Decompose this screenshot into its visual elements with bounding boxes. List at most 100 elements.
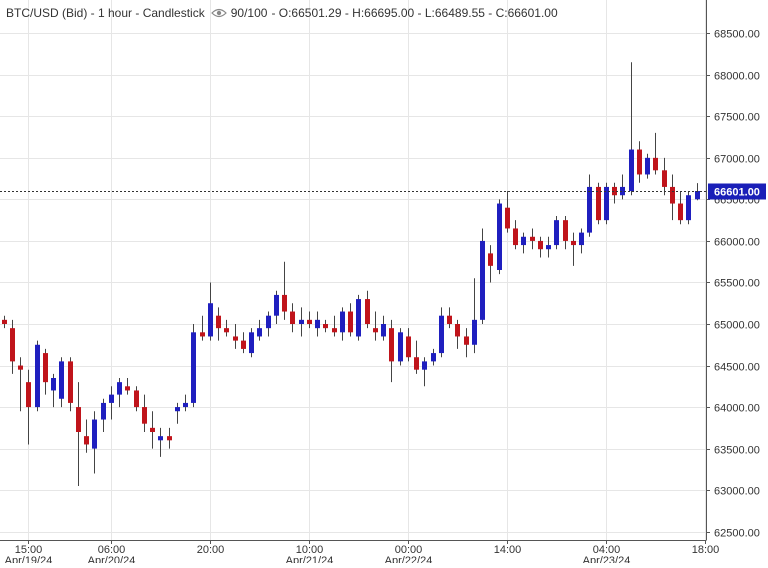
candle — [26, 369, 31, 445]
candle-body — [670, 186, 675, 204]
candle — [290, 303, 295, 333]
candle-body — [315, 319, 320, 329]
candle-body — [546, 245, 551, 250]
candle — [266, 311, 271, 337]
candle — [604, 182, 609, 225]
y-tick-label: 64500.00 — [714, 362, 760, 374]
candle — [521, 232, 526, 254]
x-tick-label: 20:00 — [197, 544, 225, 556]
candle-body — [554, 220, 559, 246]
y-tick-label: 65500.00 — [714, 278, 760, 290]
candle — [637, 141, 642, 183]
grid-lines — [0, 0, 706, 540]
candle-body — [373, 328, 378, 333]
candle — [546, 236, 551, 258]
candle — [282, 261, 287, 320]
candle-body — [431, 353, 436, 362]
candle-body — [290, 311, 295, 324]
candle — [241, 332, 246, 354]
candle — [101, 398, 106, 432]
candle-body — [538, 240, 543, 250]
candle — [505, 191, 510, 233]
candle — [365, 290, 370, 329]
candle — [92, 411, 97, 474]
candle — [315, 311, 320, 337]
y-tick-label: 64000.00 — [714, 403, 760, 415]
x-tick-label: 15:00 — [15, 544, 43, 556]
ohlc-values: - O:66501.29 - H:66695.00 - L:66489.55 -… — [271, 6, 558, 20]
visibility-value[interactable]: 90/100 — [230, 6, 268, 20]
candle — [134, 386, 139, 412]
candle — [2, 315, 7, 329]
x-tick-label: 06:00 — [98, 544, 126, 556]
candle-body — [43, 353, 48, 383]
candle-body — [653, 157, 658, 171]
candle-body — [167, 436, 172, 441]
y-tick-label: 62500.00 — [714, 528, 760, 540]
candle — [117, 378, 122, 408]
candle-body — [274, 294, 279, 316]
x-tick-label: 18:00 — [692, 544, 720, 556]
candle — [175, 402, 180, 424]
candle — [414, 340, 419, 374]
candle-body — [389, 328, 394, 362]
candle-body — [439, 315, 444, 354]
candle — [200, 315, 205, 341]
candle — [571, 232, 576, 266]
candle — [68, 357, 73, 412]
candle-body — [662, 170, 667, 187]
candle — [686, 191, 691, 225]
candle-body — [134, 390, 139, 408]
candle-body — [398, 332, 403, 362]
candle — [620, 174, 625, 200]
candle-body — [645, 157, 650, 175]
candle — [662, 157, 667, 196]
candle-body — [208, 303, 213, 337]
candle-body — [455, 324, 460, 337]
candle-body — [365, 299, 370, 324]
candle-body — [604, 186, 609, 221]
candle-body — [68, 361, 73, 403]
candle — [464, 328, 469, 358]
x-tick-date-label: Apr/23/24 — [583, 555, 631, 563]
candle-body — [257, 328, 262, 337]
candle — [233, 324, 238, 349]
candle-body — [92, 419, 97, 449]
x-tick-date-label: Apr/22/24 — [385, 555, 433, 563]
candle — [340, 307, 345, 341]
candle-body — [422, 361, 427, 370]
x-tick-date-label: Apr/21/24 — [286, 555, 334, 563]
candle — [59, 357, 64, 408]
candle — [257, 319, 262, 341]
y-tick-label: 68000.00 — [714, 71, 760, 83]
candle — [678, 191, 683, 225]
candle — [208, 282, 213, 341]
candle-body — [175, 407, 180, 412]
candle — [447, 307, 452, 329]
candle — [612, 182, 617, 204]
candle-body — [241, 340, 246, 349]
candle-body — [26, 382, 31, 408]
candle — [125, 378, 130, 395]
candle — [249, 328, 254, 358]
candle-body — [224, 328, 229, 333]
candle — [76, 382, 81, 486]
candle — [530, 228, 535, 250]
candle — [191, 324, 196, 408]
candle-body — [629, 149, 634, 192]
candle-body — [488, 253, 493, 266]
candle-body — [563, 220, 568, 241]
x-tick-label: 00:00 — [395, 544, 423, 556]
candle — [563, 216, 568, 250]
candle — [307, 311, 312, 329]
candle — [538, 236, 543, 258]
candle — [356, 294, 361, 341]
candle-body — [447, 315, 452, 324]
candle-body — [579, 232, 584, 246]
candle — [18, 357, 23, 412]
candle-body — [158, 436, 163, 441]
candle — [224, 319, 229, 337]
candle-body — [497, 203, 502, 270]
eye-icon[interactable] — [210, 8, 227, 18]
candle-body — [571, 240, 576, 246]
